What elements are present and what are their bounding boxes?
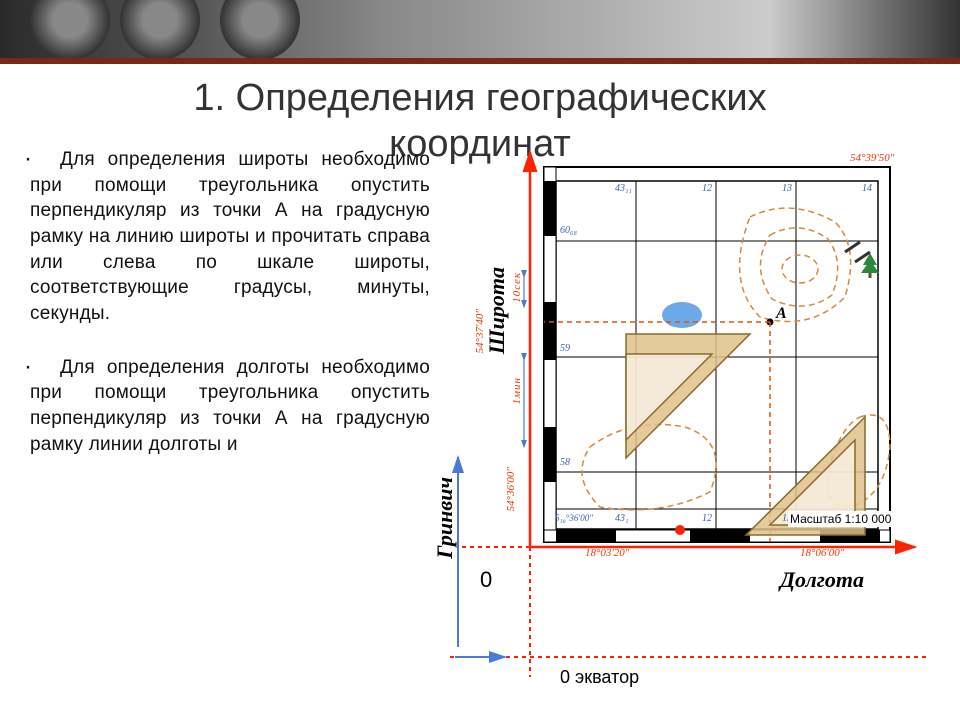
longitude-axis-label: Долгота	[780, 567, 864, 593]
coordinate-diagram: Широта Гринвич Долгота 0 0 экватор 10сек…	[450, 147, 930, 707]
grid-59: 59	[560, 343, 570, 354]
ten-sec-label: 10сек	[511, 272, 523, 303]
grid-60-68: 60₆₈	[560, 225, 577, 236]
lat-tick-1: 54°37'40"	[474, 309, 486, 353]
grid-12: 12	[702, 183, 712, 194]
title-line-1: 1. Определения географических	[193, 77, 766, 119]
point-a-label: А	[776, 305, 787, 323]
lon-tick-2: 18°06'00"	[800, 547, 844, 559]
lat-tick-2: 54°36'00"	[505, 467, 517, 511]
one-min-label: 1мин	[511, 377, 523, 404]
scale-label: Масштаб 1:10 000	[788, 511, 893, 527]
grid-14: 14	[862, 183, 872, 194]
zero-origin: 0	[480, 567, 492, 593]
text-column: ·Для определения широты необходимо при п…	[30, 147, 450, 707]
grid-58: 58	[560, 457, 570, 468]
lat-tick-top: 54°39'50"	[850, 152, 894, 164]
red-divider	[0, 58, 960, 64]
grid-43-11: 43₁₁	[615, 183, 632, 194]
grid-13: 13	[782, 183, 792, 194]
latitude-axis-label: Широта	[484, 267, 510, 354]
lon-tick-1: 18°03'20"	[585, 547, 629, 559]
paragraph-2: ·Для определения долготы необходимо при …	[30, 355, 430, 458]
grid-43-low: 43₁	[615, 513, 628, 524]
grid-58-lat: 5₁₈°36'00"	[555, 513, 593, 523]
grid-12-low: 12	[702, 513, 712, 524]
paragraph-1: ·Для определения широты необходимо при п…	[30, 147, 430, 326]
decorative-header-image	[0, 0, 960, 58]
greenwich-axis-label: Гринвич	[432, 477, 458, 559]
equator-label: 0 экватор	[560, 667, 639, 688]
